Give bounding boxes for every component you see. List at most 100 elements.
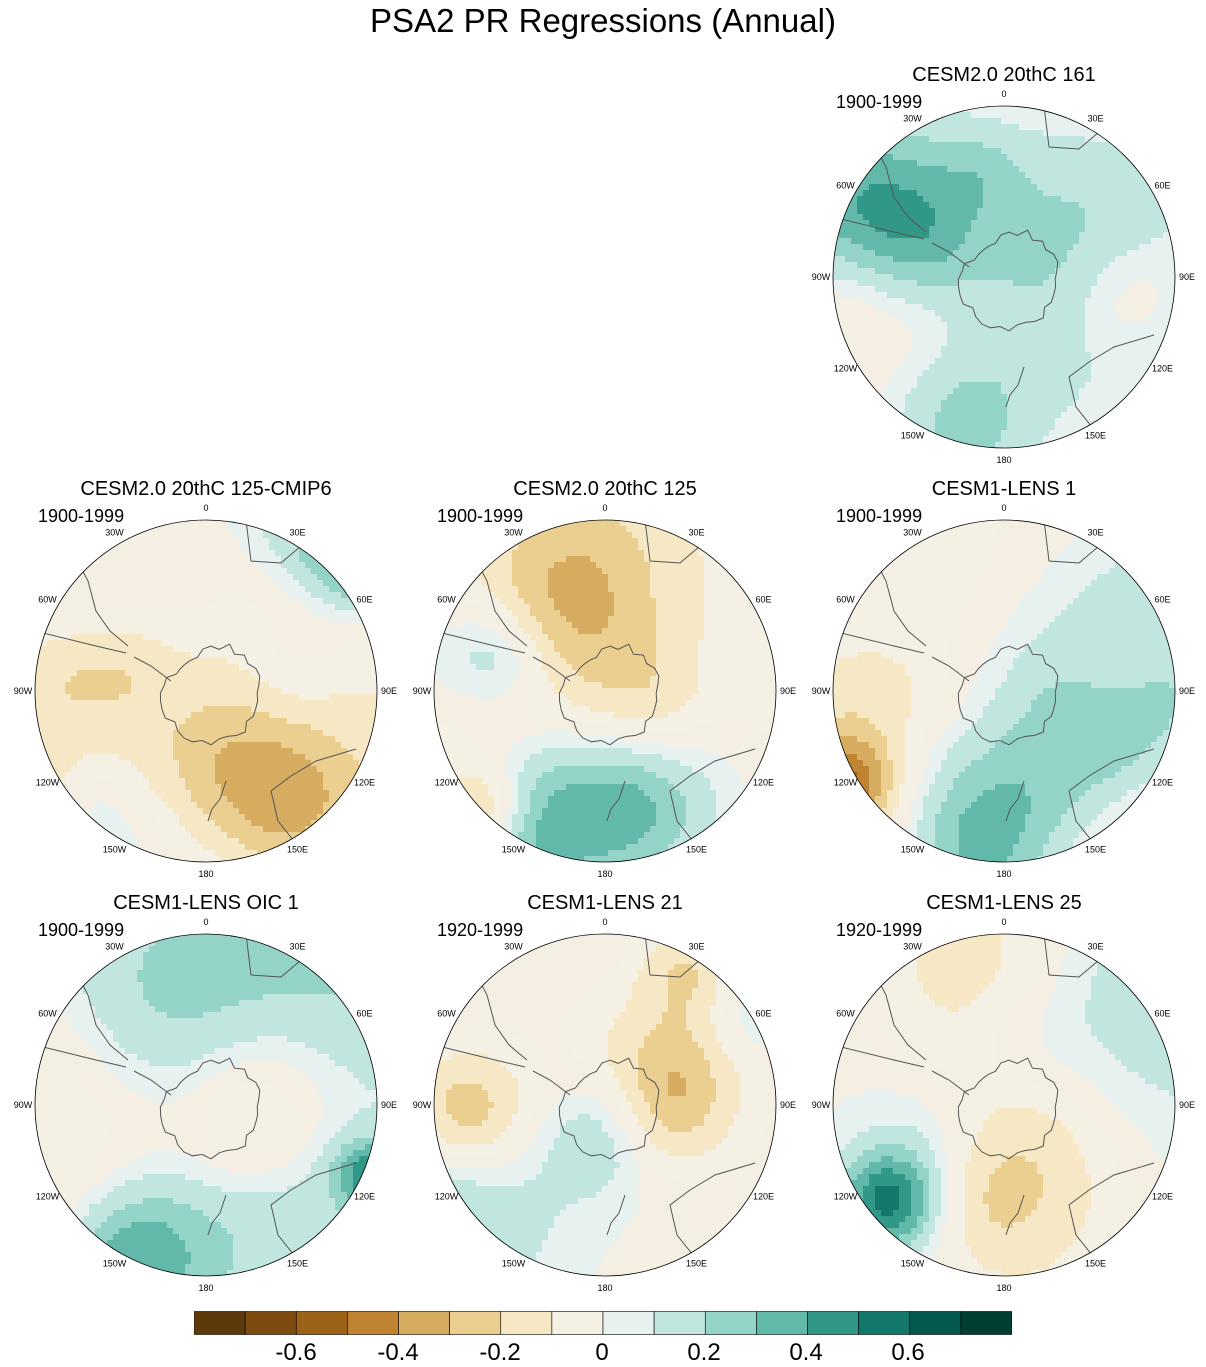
contour-cell	[215, 802, 222, 809]
contour-cell	[287, 574, 294, 581]
contour-cell	[977, 118, 984, 125]
contour-cell	[83, 772, 90, 779]
contour-cell	[1001, 220, 1008, 227]
contour-cell	[923, 130, 930, 137]
contour-cell	[1049, 220, 1056, 227]
contour-cell	[1019, 160, 1026, 167]
contour-cell	[365, 796, 372, 803]
contour-cell	[35, 796, 42, 803]
contour-cell	[359, 658, 366, 665]
contour-cell	[317, 550, 324, 557]
contour-cell	[905, 304, 912, 311]
contour-cell	[1163, 202, 1170, 209]
contour-cell	[83, 736, 90, 743]
contour-cell	[899, 268, 906, 275]
contour-cell	[233, 652, 240, 659]
contour-cell	[1013, 406, 1020, 413]
contour-cell	[221, 742, 228, 749]
contour-cell	[869, 250, 876, 257]
contour-cell	[1013, 184, 1020, 191]
contour-cell	[893, 424, 900, 431]
contour-cell	[1013, 214, 1020, 221]
contour-cell	[1115, 112, 1122, 119]
contour-cell	[1151, 418, 1158, 425]
contour-cell	[215, 652, 222, 659]
contour-cell	[1091, 226, 1098, 233]
contour-cell	[959, 238, 966, 245]
contour-cell	[893, 112, 900, 119]
contour-cell	[131, 676, 138, 683]
contour-cell	[935, 136, 942, 143]
contour-cell	[293, 724, 300, 731]
contour-cell	[1037, 178, 1044, 185]
contour-cell	[875, 112, 882, 119]
contour-cell	[923, 136, 930, 143]
contour-cell	[1139, 184, 1146, 191]
contour-cell	[911, 214, 918, 221]
contour-cell	[1079, 154, 1086, 161]
contour-cell	[1013, 334, 1020, 341]
contour-cell	[929, 262, 936, 269]
contour-cell	[233, 784, 240, 791]
contour-cell	[131, 748, 138, 755]
contour-cell	[1013, 154, 1020, 161]
contour-cell	[905, 406, 912, 413]
contour-cell	[1061, 286, 1068, 293]
contour-cell	[179, 658, 186, 665]
contour-cell	[887, 208, 894, 215]
contour-cell	[923, 352, 930, 359]
contour-cell	[989, 430, 996, 437]
contour-cell	[95, 766, 102, 773]
contour-cell	[1007, 364, 1014, 371]
contour-cell	[899, 148, 906, 155]
contour-cell	[1061, 442, 1068, 448]
contour-cell	[371, 790, 377, 797]
contour-cell	[863, 166, 870, 173]
contour-cell	[1019, 304, 1026, 311]
contour-cell	[1145, 214, 1152, 221]
contour-cell	[935, 232, 942, 239]
contour-cell	[899, 274, 906, 281]
contour-cell	[857, 172, 864, 179]
contour-cell	[1043, 184, 1050, 191]
contour-cell	[221, 772, 228, 779]
contour-cell	[1019, 424, 1026, 431]
contour-cell	[995, 202, 1002, 209]
contour-cell	[1031, 262, 1038, 269]
contour-cell	[1055, 112, 1062, 119]
contour-cell	[881, 154, 888, 161]
contour-cell	[875, 232, 882, 239]
contour-cell	[347, 646, 354, 653]
contour-cell	[353, 748, 360, 755]
contour-cell	[41, 790, 48, 797]
contour-cell	[1139, 346, 1146, 353]
contour-cell	[347, 664, 354, 671]
contour-cell	[983, 400, 990, 407]
contour-cell	[1115, 196, 1122, 203]
contour-cell	[203, 736, 210, 743]
contour-cell	[83, 676, 90, 683]
contour-cell	[1019, 412, 1026, 419]
contour-cell	[995, 244, 1002, 251]
contour-cell	[1007, 268, 1014, 275]
contour-cell	[983, 424, 990, 431]
contour-cell	[1115, 178, 1122, 185]
contour-cell	[311, 592, 318, 599]
contour-cell	[923, 382, 930, 389]
contour-cell	[149, 700, 156, 707]
contour-cell	[203, 778, 210, 785]
contour-cell	[281, 772, 288, 779]
contour-cell	[947, 334, 954, 341]
contour-cell	[971, 370, 978, 377]
contour-cell	[1007, 154, 1014, 161]
contour-cell	[1043, 286, 1050, 293]
contour-cell	[971, 334, 978, 341]
contour-cell	[1169, 208, 1175, 215]
contour-cell	[179, 682, 186, 689]
contour-cell	[251, 532, 258, 539]
contour-cell	[1031, 394, 1038, 401]
contour-cell	[65, 628, 72, 635]
contour-cell	[845, 244, 852, 251]
contour-cell	[935, 214, 942, 221]
contour-cell	[173, 676, 180, 683]
